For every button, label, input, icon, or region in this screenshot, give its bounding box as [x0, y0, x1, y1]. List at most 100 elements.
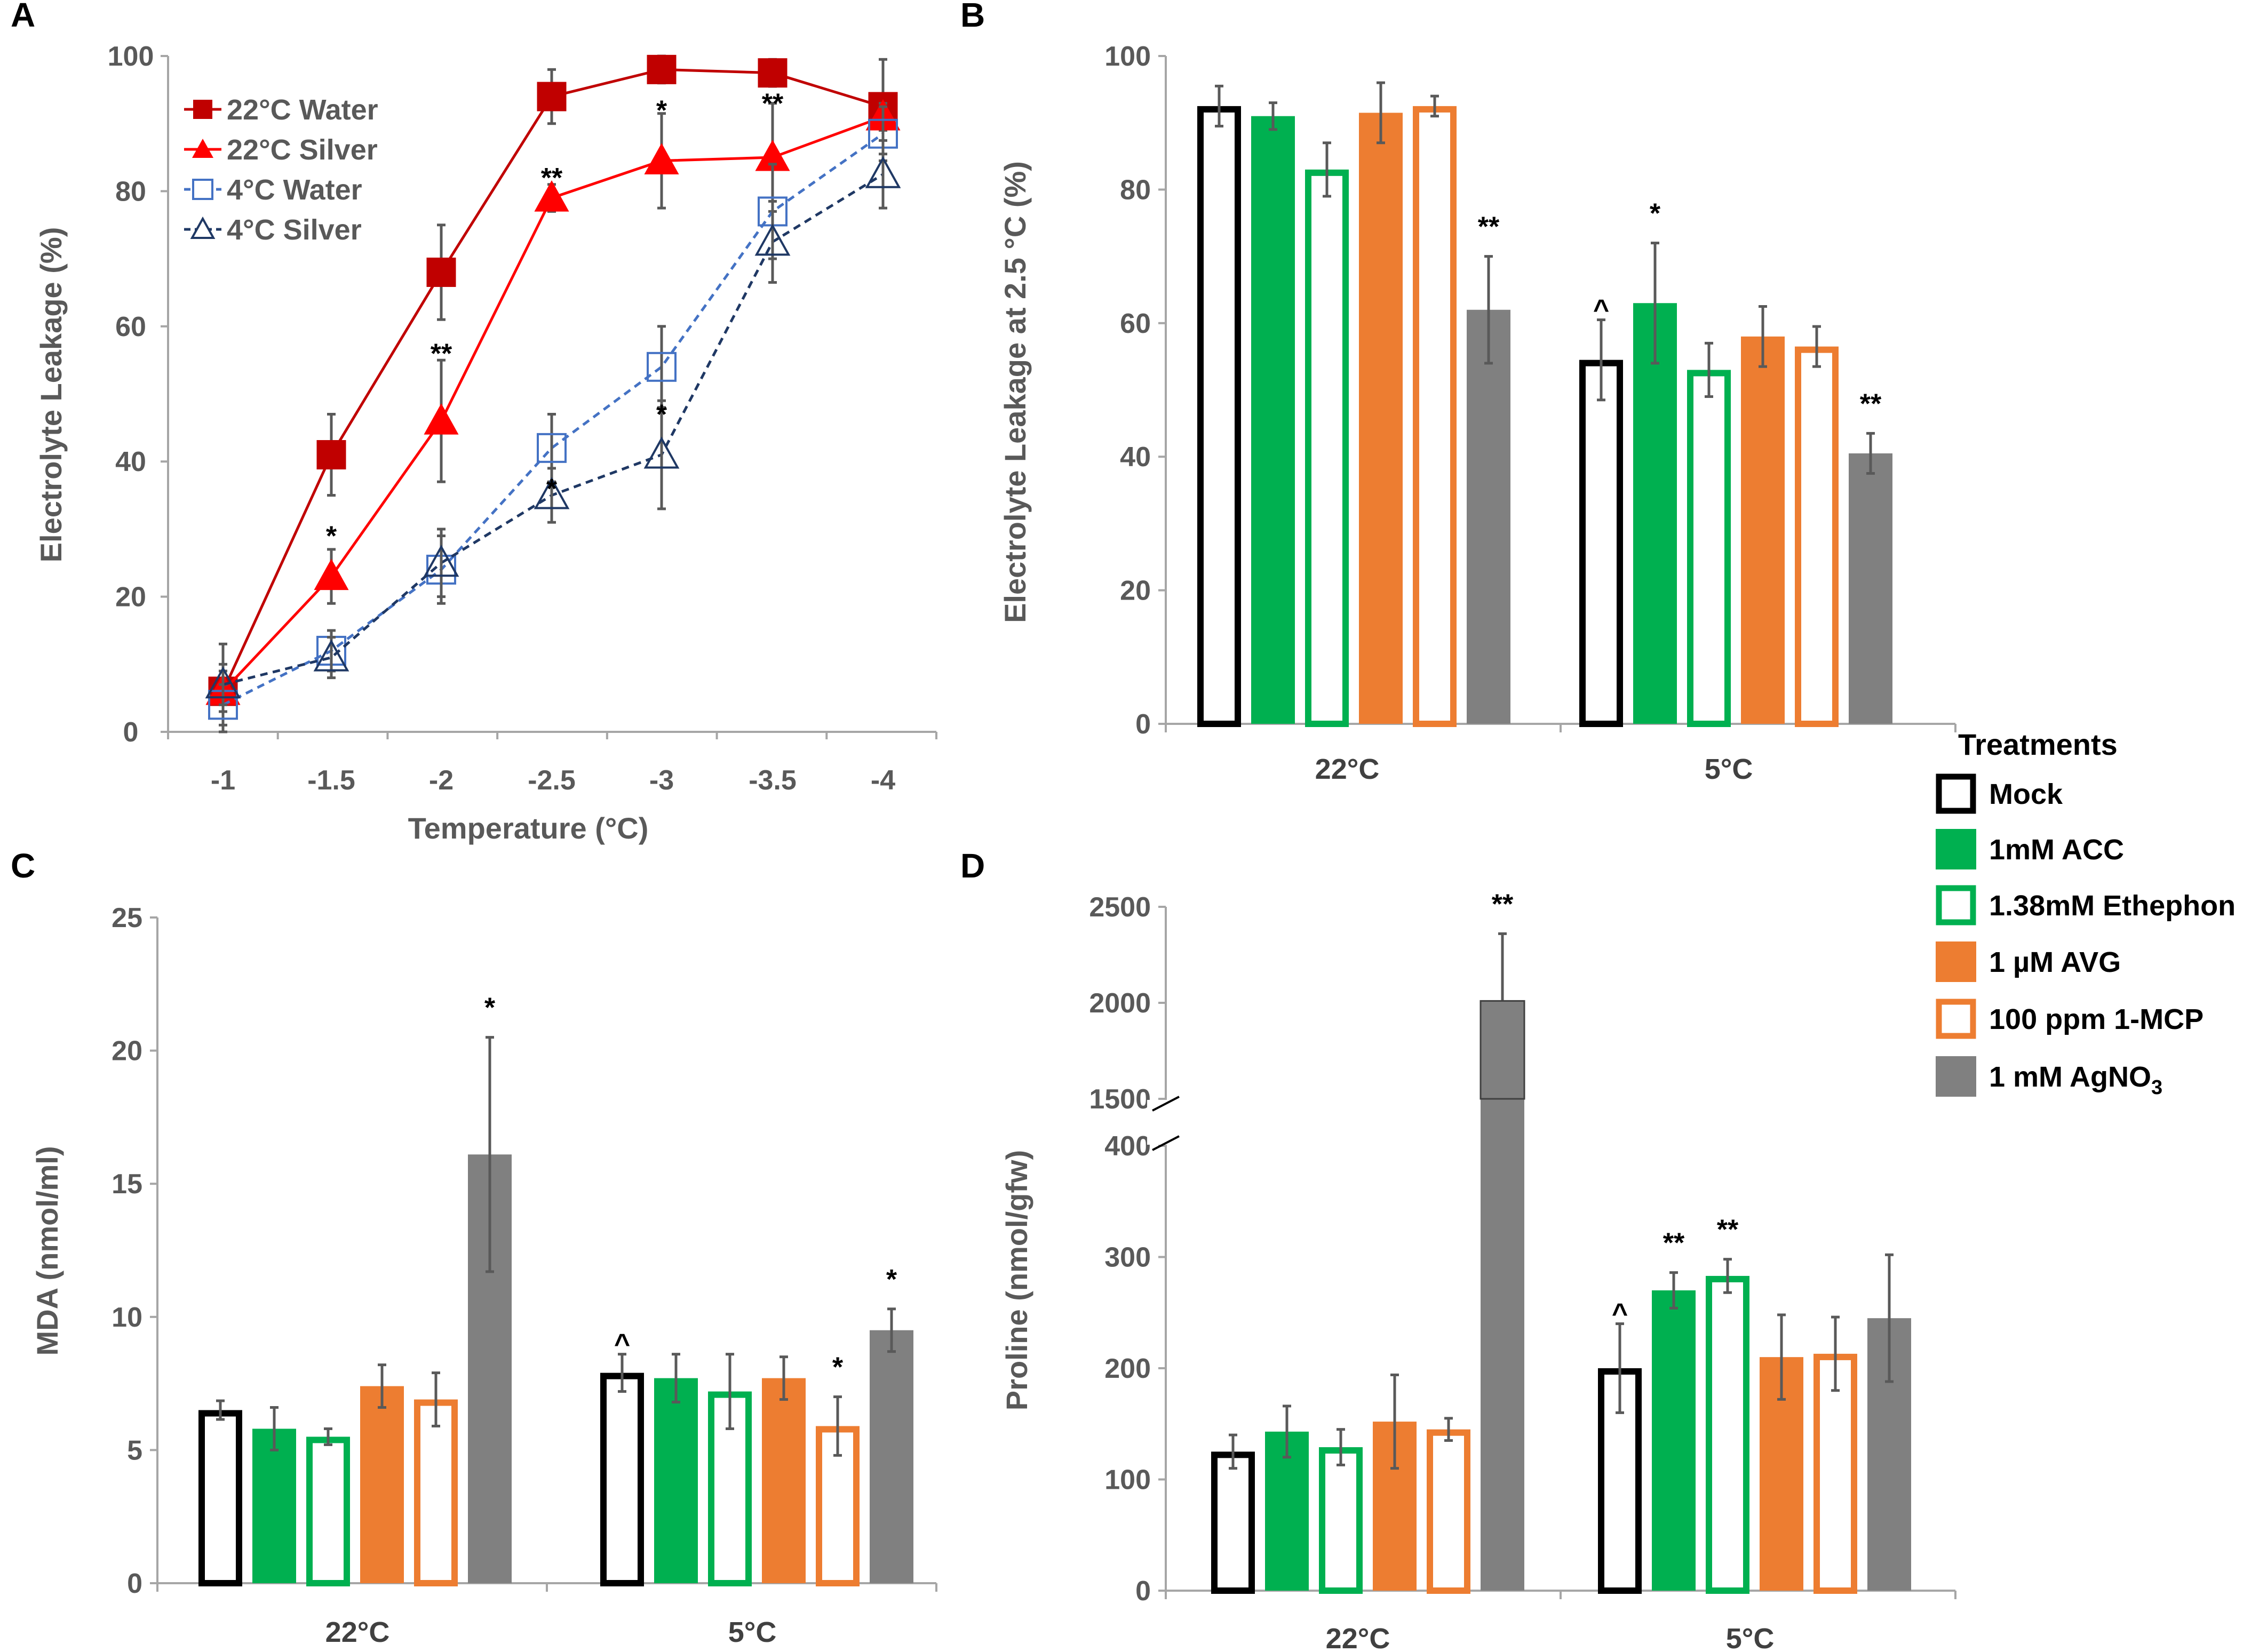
c-bar-acc [252, 1428, 296, 1583]
a-data-point [316, 440, 346, 470]
d-bar-mock [1211, 1451, 1255, 1594]
panel-letter-c: C [11, 847, 35, 885]
legend-swatch-avg [1936, 941, 1976, 982]
legend-swatch-acc [1936, 829, 1976, 869]
legend-label-agno3: 1 mM AgNO3 [1989, 1061, 2162, 1099]
d-y-tick-label: 200 [1104, 1353, 1151, 1384]
b-y-tick-label: 60 [1120, 308, 1151, 339]
legend-label-text: 100 ppm 1-MCP [1989, 1003, 2204, 1035]
a-significance-mark: ** [762, 89, 784, 119]
a-data-point [647, 352, 677, 382]
a-y-tick-label: 60 [115, 312, 146, 342]
legend-swatch-mcp [1936, 999, 1976, 1039]
d-y-tick-label: 1500 [1089, 1084, 1151, 1115]
b-bar-avg [1359, 113, 1403, 724]
c-bar-avg [762, 1378, 806, 1583]
d-y-tick-label: 300 [1104, 1242, 1151, 1273]
a-series-3 [205, 139, 901, 706]
c-bar-mcp [414, 1399, 458, 1586]
legend-label-avg: 1 µM AVG [1989, 946, 2121, 978]
legend-label-acc: 1mM ACC [1989, 834, 2124, 866]
d-bar-agno3-lower [1481, 1146, 1524, 1591]
chart-d-proline: 0 100 200 300 400 1500 2000 2500 22°C 5°C Proline … [1000, 889, 1956, 1652]
c-y-tick-label: 0 [127, 1568, 142, 1599]
a-significance-mark: ** [541, 163, 563, 194]
d-y-tick-label: 2000 [1089, 988, 1151, 1019]
c-bar-avg [360, 1386, 404, 1583]
a-y-tick-label: 80 [115, 176, 146, 207]
c-y-tick-label: 10 [112, 1302, 142, 1333]
c-y-tick-label: 25 [112, 903, 142, 933]
b-bar-mcp [1413, 106, 1457, 727]
c-bar-mock [198, 1410, 242, 1587]
c-bar-acc [654, 1378, 698, 1583]
a-data-point [537, 82, 567, 111]
legend-label-text: Mock [1989, 778, 2063, 810]
chart-a-electrolyte-leakage-temperature: 0 20 40 60 80 100 -1 -1.5 -2 -2.5 -3 -3.5 -4 Temperat… [34, 41, 937, 845]
panel-letter-a: A [11, 0, 35, 34]
a-legend-marker [192, 179, 213, 200]
panel-letter-b: B [960, 0, 985, 34]
legend-label-text: 1 mM AgNO [1989, 1061, 2151, 1093]
treatments-legend: Treatments Mock 1mM ACC 1.38mM Ethephon 1 µ… [1936, 728, 2236, 1099]
a-significance-mark: * [326, 521, 337, 552]
c-bar-agno3 [870, 1330, 913, 1583]
c-bar-ethephon [708, 1391, 752, 1586]
b-bar-avg [1741, 336, 1785, 724]
d-significance-mark: ** [1492, 889, 1514, 920]
legend-label-subscript: 3 [2151, 1076, 2162, 1099]
d-significance-mark: ^ [1612, 1298, 1628, 1329]
d-bar-ethephon [1319, 1447, 1363, 1594]
a-x-axis-title: Temperature (°C) [408, 811, 649, 845]
d-x-tick-label: 5°C [1726, 1623, 1775, 1652]
c-significance-mark: * [484, 993, 496, 1024]
legend-swatch-mock [1936, 773, 1976, 814]
c-x-tick-label: 22°C [325, 1616, 390, 1648]
b-significance-mark: ** [1478, 212, 1500, 243]
d-y-tick-label: 0 [1135, 1576, 1151, 1607]
a-y-tick-label: 40 [115, 446, 146, 477]
c-y-tick-label: 15 [112, 1169, 142, 1200]
a-data-point [647, 54, 677, 84]
a-data-point [754, 224, 791, 256]
d-axis-break-mark [1152, 1096, 1180, 1112]
a-x-tick-label: -1.5 [307, 765, 355, 796]
d-bar-mcp [1427, 1429, 1470, 1594]
d-significance-mark: ** [1717, 1215, 1739, 1246]
a-x-tick-label: -2.5 [528, 765, 576, 796]
a-significance-mark: * [656, 400, 667, 430]
b-significance-mark: * [1650, 198, 1661, 229]
c-significance-mark: ^ [614, 1329, 630, 1360]
a-data-point [314, 558, 349, 590]
b-bar-ethephon [1687, 370, 1731, 727]
c-significance-mark: * [832, 1352, 844, 1383]
c-y-tick-label: 20 [112, 1036, 142, 1067]
b-y-tick-label: 0 [1135, 709, 1151, 740]
legend-label-text: 1.38mM Ethephon [1989, 890, 2236, 922]
c-x-tick-label: 5°C [728, 1616, 777, 1648]
legend-swatch-ethephon [1936, 885, 1976, 925]
c-significance-mark: * [886, 1264, 897, 1295]
d-y-tick-label: 400 [1104, 1131, 1151, 1162]
a-data-point [643, 436, 680, 469]
d-significance-mark: ** [1663, 1228, 1685, 1259]
a-legend-marker [190, 216, 216, 239]
legend-label-mcp: 100 ppm 1-MCP [1989, 1003, 2204, 1035]
a-x-tick-label: -1 [211, 765, 235, 796]
legend-label-mock: Mock [1989, 778, 2063, 810]
a-data-point [865, 156, 901, 188]
a-x-tick-label: -2 [429, 765, 454, 796]
a-data-point [644, 143, 679, 174]
a-data-point [423, 545, 459, 577]
b-y-tick-label: 40 [1120, 442, 1151, 473]
b-y-tick-label: 20 [1120, 576, 1151, 606]
c-bar-mock [600, 1372, 644, 1587]
a-data-point [537, 433, 567, 463]
a-data-point [426, 257, 456, 287]
d-bar-ethephon [1706, 1275, 1749, 1594]
c-bar-ethephon [306, 1436, 350, 1586]
b-bar-acc [1633, 303, 1677, 724]
a-legend-label: 4°C Silver [227, 214, 362, 246]
a-significance-mark: * [656, 95, 667, 126]
